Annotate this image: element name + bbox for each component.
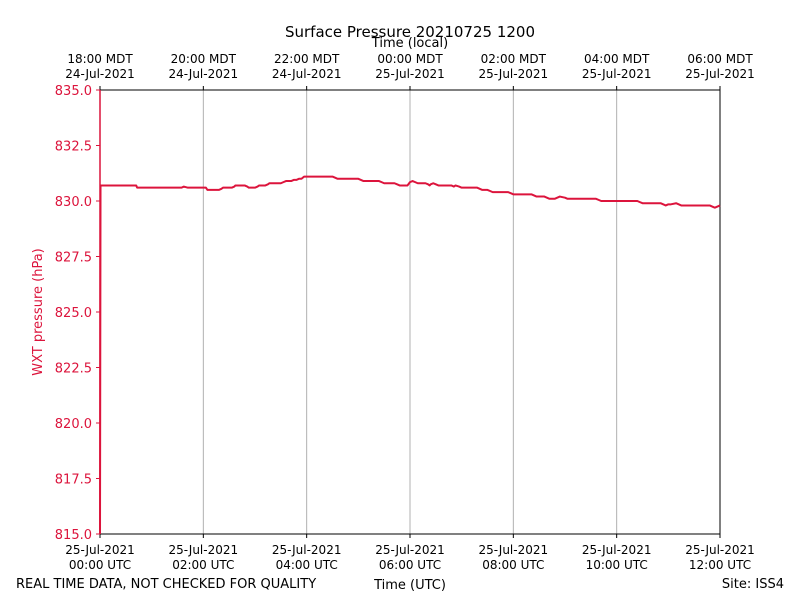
x2tick-label-date-1: 24-Jul-2021 (169, 67, 239, 81)
ytick-label-3: 822.5 (55, 362, 92, 377)
chart-title: Surface Pressure 20210725 1200 (285, 23, 535, 41)
xtick-label-time-2: 04:00 UTC (276, 558, 338, 572)
x2tick-label-date-3: 25-Jul-2021 (375, 67, 445, 81)
series-line-0 (99, 175, 721, 535)
xtick-label-date-1: 25-Jul-2021 (169, 543, 239, 557)
x2tick-label-time-2: 22:00 MDT (274, 52, 340, 66)
ytick-label-8: 835.0 (55, 84, 92, 99)
x2tick-label-time-5: 04:00 MDT (584, 52, 650, 66)
xtick-label-date-2: 25-Jul-2021 (272, 543, 342, 557)
x2tick-label-date-6: 25-Jul-2021 (685, 67, 755, 81)
x2-axis-title: Time (local) (371, 36, 448, 51)
xtick-label-time-3: 06:00 UTC (379, 558, 441, 572)
ytick-label-5: 827.5 (55, 251, 92, 266)
ytick-label-2: 820.0 (55, 417, 92, 432)
xtick-label-time-6: 12:00 UTC (689, 558, 751, 572)
xtick-label-time-5: 10:00 UTC (586, 558, 648, 572)
grid-lines (202, 90, 618, 534)
x2tick-label-time-4: 02:00 MDT (481, 52, 547, 66)
xtick-label-date-6: 25-Jul-2021 (685, 543, 755, 557)
ytick-label-7: 832.5 (55, 140, 92, 155)
x2tick-label-time-6: 06:00 MDT (687, 52, 753, 66)
y-axis-ticks: 815.0 817.5 820.0 822.5 825.0 827.5 830.0 832.5… (55, 84, 100, 543)
xtick-label-time-1: 02:00 UTC (172, 558, 234, 572)
x-axis-title: Time (UTC) (373, 578, 446, 593)
series-group (99, 175, 721, 535)
y-axis-title: WXT pressure (hPa) (31, 248, 46, 376)
ytick-label-1: 817.5 (55, 473, 92, 488)
site-label: Site: ISS4 (722, 577, 784, 592)
xtick-label-date-5: 25-Jul-2021 (582, 543, 652, 557)
ytick-label-4: 825.0 (55, 306, 92, 321)
xtick-label-date-0: 25-Jul-2021 (65, 543, 135, 557)
ytick-label-0: 815.0 (55, 528, 92, 543)
xtick-label-date-4: 25-Jul-2021 (479, 543, 549, 557)
x2tick-label-time-1: 20:00 MDT (171, 52, 237, 66)
ytick-label-6: 830.0 (55, 195, 92, 210)
x2tick-label-date-4: 25-Jul-2021 (479, 67, 549, 81)
xtick-label-time-0: 00:00 UTC (69, 558, 131, 572)
xtick-label-date-3: 25-Jul-2021 (375, 543, 445, 557)
quality-disclaimer: REAL TIME DATA, NOT CHECKED FOR QUALITY (16, 577, 316, 592)
x2tick-label-date-2: 24-Jul-2021 (272, 67, 342, 81)
x2tick-label-time-0: 18:00 MDT (67, 52, 133, 66)
x2tick-label-date-0: 24-Jul-2021 (65, 67, 135, 81)
x2tick-label-time-3: 00:00 MDT (377, 52, 443, 66)
x2tick-label-date-5: 25-Jul-2021 (582, 67, 652, 81)
xtick-label-time-4: 08:00 UTC (482, 558, 544, 572)
